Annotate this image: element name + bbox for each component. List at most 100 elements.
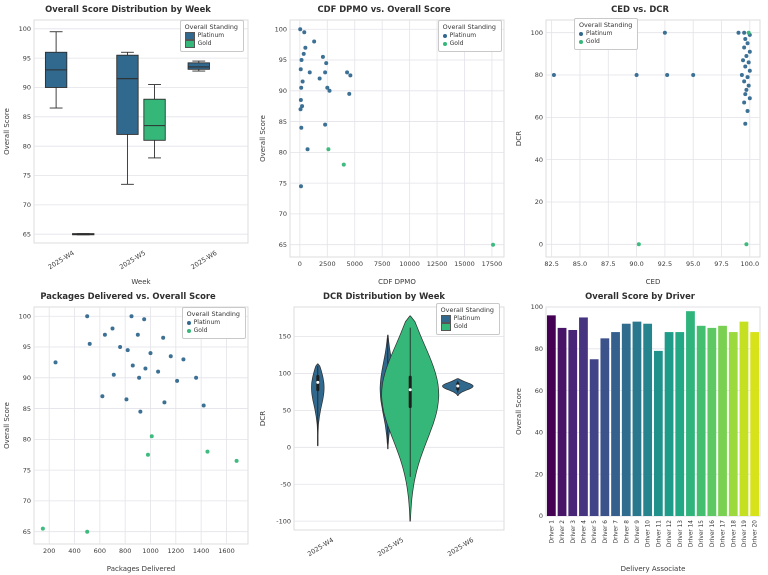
bar-Driver 13 <box>675 332 685 516</box>
data-point <box>299 125 304 130</box>
x-axis-label: Week <box>131 278 151 286</box>
data-point <box>747 49 752 54</box>
x-tick-label: 85.0 <box>573 260 587 268</box>
x-axis-label: CED <box>646 278 661 286</box>
data-point <box>299 58 304 63</box>
y-axis-label: DCR <box>259 411 267 426</box>
y-tick-label: 150 <box>279 333 291 341</box>
chart-panel-packages-score: Packages Delivered vs. Overall Score 65 7… <box>0 287 256 575</box>
y-tick-label: 95 <box>23 54 31 62</box>
data-point <box>205 449 210 454</box>
legend-title: Overall Standing <box>186 310 240 318</box>
data-point <box>118 345 123 350</box>
data-point <box>326 147 331 152</box>
y-tick-label: 100 <box>19 312 31 320</box>
legend-entry: Platinum <box>440 315 494 323</box>
data-point <box>323 122 328 127</box>
data-point <box>636 242 641 247</box>
y-tick-label: 65 <box>23 230 31 238</box>
data-point <box>347 91 352 96</box>
y-tick-label: 75 <box>279 179 287 187</box>
legend-entry-label: Gold <box>586 38 600 45</box>
data-point <box>743 92 748 97</box>
bar-Driver 11 <box>653 350 663 516</box>
data-point <box>691 73 696 78</box>
plot-area <box>33 19 249 244</box>
y-tick-label: 80 <box>535 71 543 79</box>
x-tick-label: Driver 3 <box>571 520 577 544</box>
legend-entry: Gold <box>579 38 632 46</box>
x-tick-label: 800 <box>119 547 131 555</box>
bar-Driver 1 <box>546 315 556 516</box>
gold-swatch-icon <box>184 40 195 48</box>
box-2025-W5-gold <box>143 84 166 159</box>
x-tick-label: 92.5 <box>658 260 672 268</box>
x-tick-label: 2025-W4 <box>47 249 76 271</box>
data-point <box>739 73 744 78</box>
legend-entry: Platinum <box>184 32 238 40</box>
y-tick-label: 80 <box>23 436 31 444</box>
x-tick-label: Driver 6 <box>603 520 609 544</box>
x-tick-label: Driver 15 <box>699 520 705 547</box>
chart-title: Overall Score Distribution by Week <box>45 4 211 14</box>
data-point <box>324 61 329 66</box>
data-point <box>143 366 148 371</box>
y-tick-label: 75 <box>23 172 31 180</box>
y-tick-label: -50 <box>280 480 291 488</box>
data-point <box>299 85 304 90</box>
legend-title: Overall Standing <box>184 23 238 31</box>
box-2025-W6-platinum <box>187 60 210 72</box>
violin-2025-W6-platinum <box>442 378 474 396</box>
packages-score-plot: 65 70 75 80 85 90 95 100 200 400 600 800 1000 1200 140… <box>3 306 249 573</box>
legend-entry-label: Gold <box>197 40 212 47</box>
x-tick-label: Driver 7 <box>614 520 620 544</box>
y-tick-label: 100 <box>275 25 287 33</box>
data-point <box>312 39 317 44</box>
bar-Driver 12 <box>664 332 674 516</box>
x-tick-label: Driver 2 <box>560 520 566 544</box>
y-tick-label: 65 <box>279 241 287 249</box>
bar-Driver 6 <box>600 338 610 516</box>
bar-Driver 17 <box>718 325 727 516</box>
bar-Driver 18 <box>728 332 738 516</box>
y-tick-label: 70 <box>23 201 31 209</box>
bar-Driver 20 <box>750 332 760 516</box>
y-tick-label: 70 <box>279 210 287 218</box>
x-tick-label: Driver 1 <box>549 520 555 544</box>
data-point <box>201 403 206 408</box>
platinum-swatch-icon <box>186 321 191 325</box>
x-tick-label: 95.0 <box>686 260 700 268</box>
y-tick-label: 85 <box>23 113 31 121</box>
plot-area <box>545 306 761 517</box>
data-point <box>100 394 105 399</box>
x-tick-label: Driver 11 <box>656 520 662 547</box>
data-point <box>742 30 747 35</box>
data-point <box>665 73 670 78</box>
y-tick-label: 95 <box>23 343 31 351</box>
data-point <box>745 108 750 113</box>
y-tick-label: 100 <box>531 303 543 311</box>
y-tick-label: 0 <box>539 241 543 249</box>
chart-title: DCR Distribution by Week <box>323 291 445 301</box>
legend-entry-label: Gold <box>453 323 468 330</box>
data-point <box>743 64 748 69</box>
data-point <box>742 79 747 84</box>
legend: Overall Standing Platinum Gold <box>437 20 502 52</box>
gold-swatch-icon <box>186 329 191 333</box>
box-2025-W4-platinum <box>44 31 68 109</box>
x-tick-label: 200 <box>43 547 55 555</box>
legend-entry-label: Platinum <box>193 319 221 326</box>
y-tick-label: 20 <box>535 198 543 206</box>
y-tick-label: 75 <box>23 466 31 474</box>
x-tick-label: 1400 <box>193 547 210 555</box>
ced-dcr-plot: 0 20 40 60 80 100 82.5 85.0 87.5 90.0 92.5 95.0 97.5… <box>515 19 761 286</box>
chart-panel-box-week: Overall Score Distribution by Week 65 70 7… <box>0 0 256 287</box>
x-tick-label: 97.5 <box>714 260 728 268</box>
x-tick-label: 87.5 <box>601 260 615 268</box>
box-week-plot: 65 70 75 80 85 90 95 100 2025-W4 2025-W5 2025-W6 We… <box>3 19 249 286</box>
data-point <box>53 360 58 365</box>
data-point <box>743 121 748 126</box>
x-tick-label: 90.0 <box>629 260 643 268</box>
data-point <box>746 60 751 65</box>
